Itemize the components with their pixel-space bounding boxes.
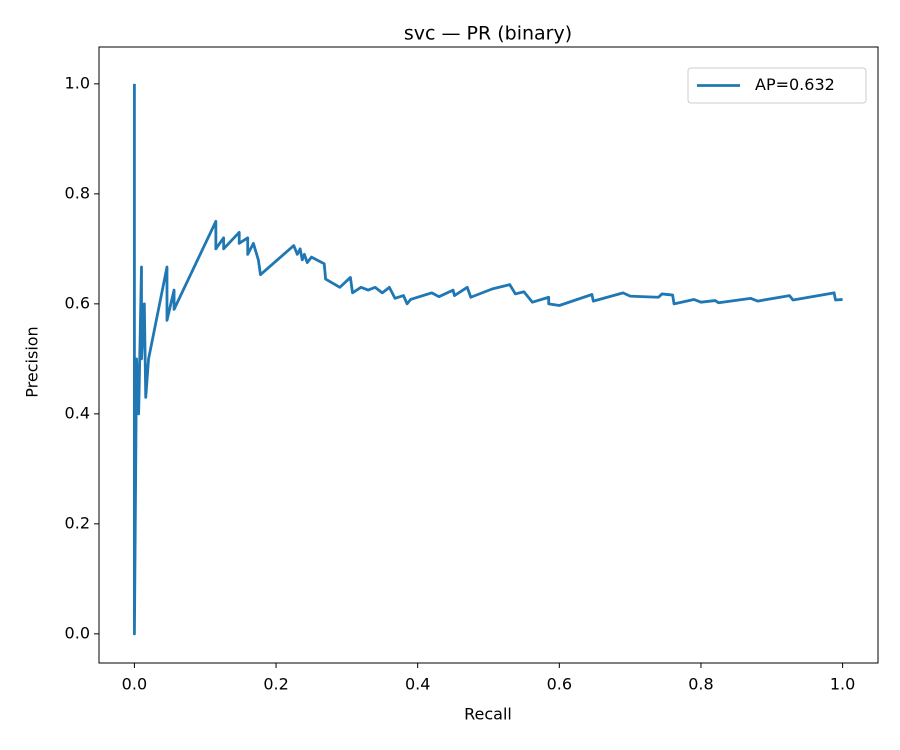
x-tick-label: 0.0 [122,675,147,694]
x-tick-label: 0.6 [547,675,572,694]
x-axis-label: Recall [464,705,512,724]
chart-title: svc — PR (binary) [404,23,572,45]
legend-label: AP=0.632 [755,75,835,94]
y-tick-label: 1.0 [65,73,90,92]
y-tick-label: 0.4 [65,403,90,422]
y-tick-label: 0.6 [65,293,90,312]
y-axis-label: Precision [23,326,42,397]
x-tick-label: 0.2 [263,675,288,694]
legend-box [687,67,867,104]
pr-curve [133,83,843,636]
x-tick-label: 1.0 [830,675,855,694]
plot-frame [98,46,879,664]
y-tick-label: 0.2 [65,513,90,532]
y-tick-label: 0.0 [65,623,90,642]
y-tick-label: 0.8 [65,183,90,202]
x-tick-label: 0.4 [405,675,430,694]
x-tick-label: 0.8 [688,675,713,694]
